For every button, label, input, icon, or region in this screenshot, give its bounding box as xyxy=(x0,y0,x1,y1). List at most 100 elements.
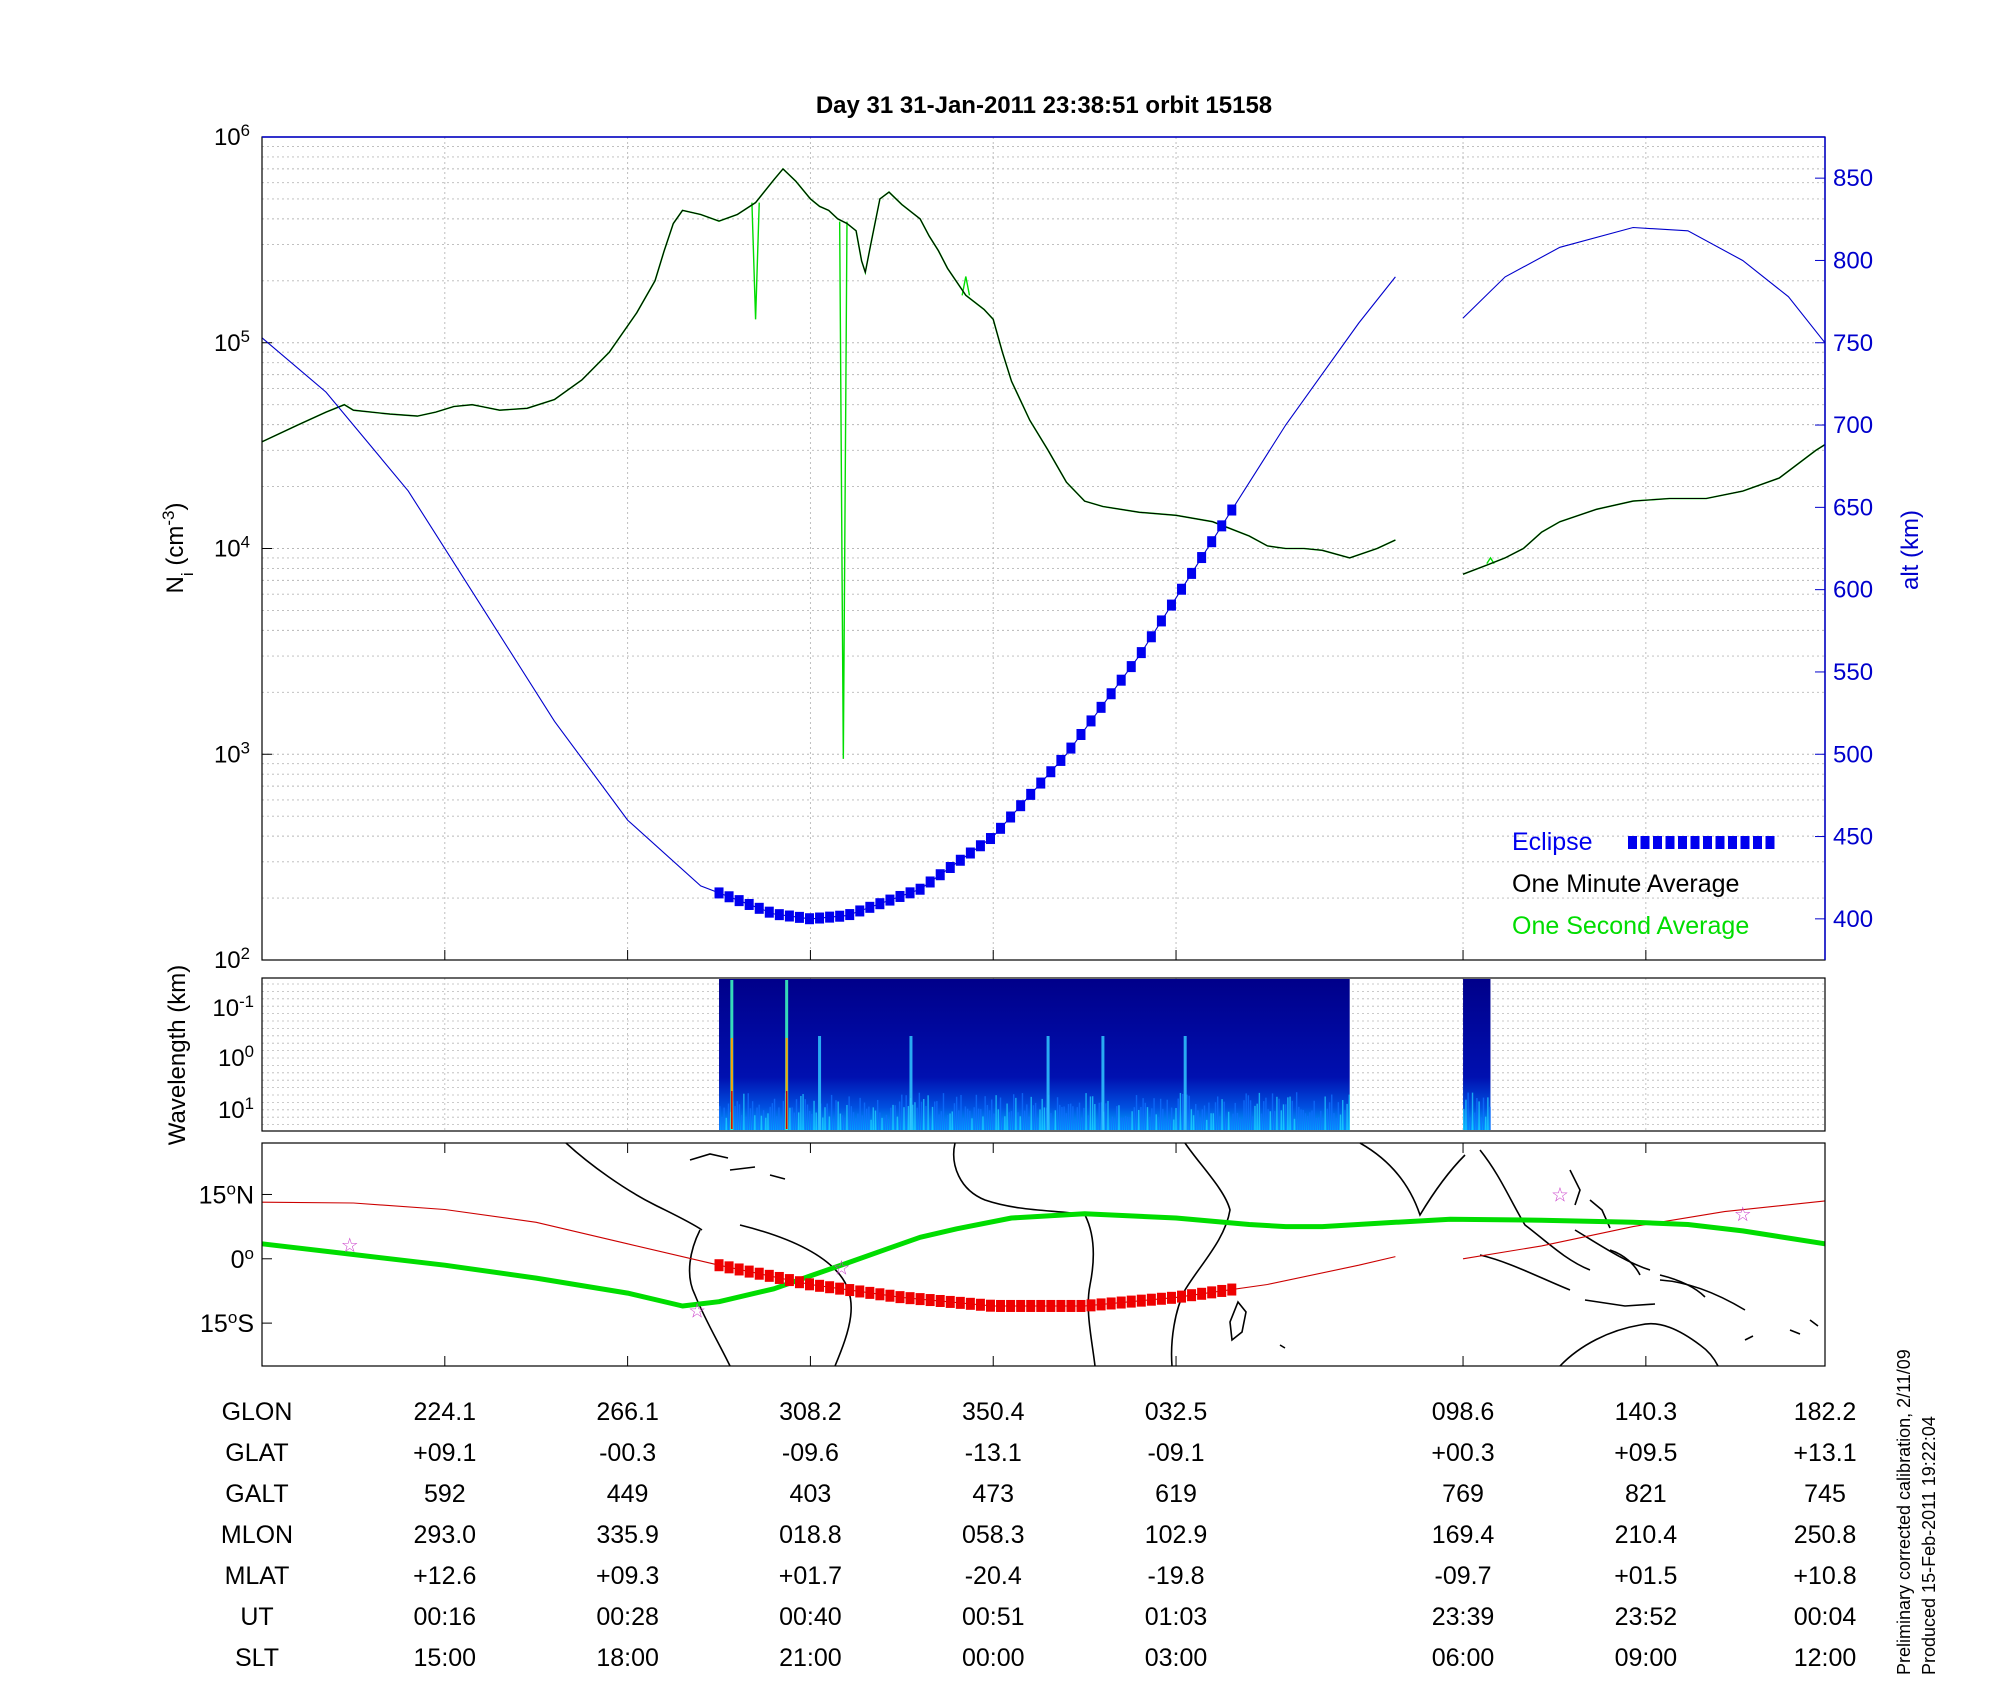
map-eclipse-marker xyxy=(835,1282,845,1295)
spectrogram-streak xyxy=(835,1100,837,1130)
spectrogram-streak xyxy=(1280,1110,1283,1130)
spectrogram-streak xyxy=(923,1098,925,1130)
spectrogram-streak xyxy=(1219,1116,1221,1130)
legend-eclipse-swatch-marker xyxy=(1715,836,1725,849)
spectrogram-streak xyxy=(1059,1104,1061,1130)
table-cell: 12:00 xyxy=(1794,1644,1857,1672)
spectrogram-streak xyxy=(1287,1097,1289,1130)
spectrogram-streak xyxy=(1227,1111,1230,1130)
side-note-line1: Preliminary corrected calibration, 2/11/… xyxy=(1894,1349,1914,1675)
altitude-y-tick-label: 850 xyxy=(1833,165,1873,192)
table-cell: 00:40 xyxy=(779,1603,842,1631)
eclipse-marker xyxy=(885,894,895,906)
table-cell: 00:51 xyxy=(962,1603,1025,1631)
spectrogram-streak xyxy=(778,1107,780,1130)
spectrogram-streak xyxy=(1232,1113,1234,1130)
spectrogram-streak xyxy=(1348,1094,1351,1130)
eclipse-marker xyxy=(764,906,774,918)
table-cell: -09.7 xyxy=(1435,1562,1492,1590)
spectrogram-streak xyxy=(808,1110,811,1130)
eclipse-marker xyxy=(985,833,995,845)
spectrogram-streak xyxy=(964,1106,967,1130)
spectrogram-streak xyxy=(1263,1101,1265,1130)
eclipse-marker xyxy=(1096,701,1106,713)
spectrogram-streak xyxy=(971,1118,973,1130)
coast-madagascar xyxy=(1229,1300,1247,1342)
spectrogram-streak xyxy=(846,1104,848,1130)
eclipse-marker xyxy=(1046,766,1056,778)
table-cell: 250.8 xyxy=(1794,1521,1857,1549)
legend-eclipse-label: Eclipse xyxy=(1512,828,1593,856)
spectrogram-streak xyxy=(1300,1109,1302,1130)
eclipse-marker xyxy=(1026,788,1036,800)
table-cell: +09.1 xyxy=(413,1439,476,1467)
table-row-label: SLT xyxy=(235,1644,279,1672)
spectrogram-streak xyxy=(1258,1092,1261,1130)
eclipse-marker xyxy=(915,883,925,895)
spectrogram-streak xyxy=(1243,1100,1245,1130)
table-row-label: UT xyxy=(240,1603,273,1631)
spectrogram-streak xyxy=(982,1116,984,1130)
spectrogram-streak xyxy=(1063,1106,1065,1130)
spectrogram-streak xyxy=(997,1109,1000,1130)
spectrogram-streak xyxy=(1041,1098,1043,1130)
density-y-label: Ni (cm-3) xyxy=(159,503,197,594)
eclipse-marker xyxy=(1227,504,1237,516)
spectrogram-streak xyxy=(765,1117,767,1130)
spectrogram-streak xyxy=(1175,1107,1177,1130)
table-cell: 293.0 xyxy=(414,1521,477,1549)
altitude-y-tick-label: 650 xyxy=(1833,494,1873,521)
spectrogram-streak xyxy=(1061,1107,1063,1130)
spectrogram-streak xyxy=(855,1118,857,1130)
spectrogram-streak xyxy=(1166,1099,1168,1130)
map-eclipse-marker xyxy=(1026,1299,1036,1312)
eclipse-marker xyxy=(754,902,764,914)
table-cell: +12.6 xyxy=(413,1562,476,1590)
map-eclipse-marker xyxy=(724,1261,734,1274)
spectrogram-streak xyxy=(743,1093,745,1130)
spectrogram-streak xyxy=(749,1108,752,1130)
spectrogram-streak xyxy=(942,1093,945,1130)
spectrogram-streak xyxy=(1037,1117,1039,1130)
eclipse-marker xyxy=(794,911,804,923)
spectrogram-streak xyxy=(830,1094,833,1130)
density-y-tick-label: 106 xyxy=(214,121,250,152)
table-cell: +09.5 xyxy=(1614,1439,1677,1467)
table-cell: 619 xyxy=(1155,1480,1197,1508)
spectrogram-streak xyxy=(1328,1102,1331,1130)
map-eclipse-marker xyxy=(865,1286,875,1299)
spectrogram-streak xyxy=(896,1116,899,1130)
table-cell: 00:04 xyxy=(1794,1603,1857,1631)
eclipse-marker xyxy=(714,887,724,899)
spectrogram-streak xyxy=(1133,1107,1136,1130)
map-eclipse-marker xyxy=(1046,1299,1056,1312)
spectrogram-feature-core xyxy=(785,1038,788,1129)
spectrogram-streak xyxy=(960,1094,962,1130)
spectrogram-streak xyxy=(949,1113,951,1130)
spectrogram-streak xyxy=(795,1099,798,1130)
spectrogram-streak xyxy=(925,1105,927,1130)
eclipse-markers xyxy=(714,504,1237,925)
legend-eclipse-swatch-marker xyxy=(1690,836,1700,849)
spectrogram-streak xyxy=(1282,1104,1285,1130)
spectrogram-streak xyxy=(892,1104,894,1130)
eclipse-marker xyxy=(845,909,855,921)
eclipse-marker xyxy=(825,911,835,923)
spectrogram-streak xyxy=(1313,1100,1315,1130)
density-y-tick-label: 102 xyxy=(214,944,250,975)
map-eclipse-marker xyxy=(885,1289,895,1302)
map-eclipse-marker xyxy=(754,1267,764,1280)
map-eclipse-marker xyxy=(825,1281,835,1294)
map-eclipse-marker xyxy=(805,1278,815,1291)
spectrogram-streak xyxy=(1346,1103,1348,1130)
spectrogram-streak xyxy=(876,1099,879,1130)
table-cell: 00:00 xyxy=(962,1644,1025,1672)
legend-eclipse-swatch-marker xyxy=(1740,836,1750,849)
map-eclipse-marker xyxy=(794,1276,804,1289)
spectrogram-streak xyxy=(1339,1114,1342,1130)
table-cell: 09:00 xyxy=(1615,1644,1678,1672)
map-eclipse-marker xyxy=(996,1299,1006,1312)
spectrogram-streak xyxy=(955,1096,958,1130)
spectrogram-feature xyxy=(818,1036,822,1130)
